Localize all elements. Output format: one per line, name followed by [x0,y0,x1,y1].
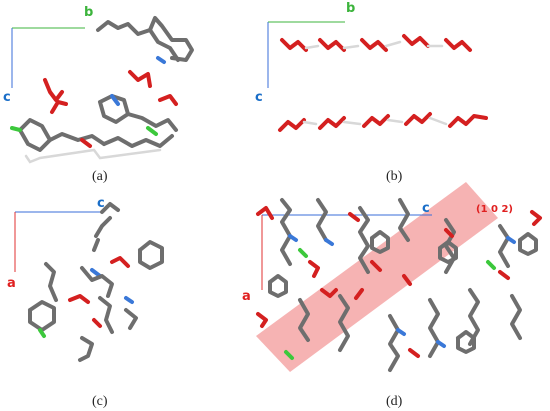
axis-label: c [97,196,105,211]
molecule [10,16,194,164]
crystal-packing [256,198,542,372]
molecule [28,202,164,362]
axis-label: b [84,5,93,20]
caption: (b) [386,169,403,184]
panel-c: c a (c) [7,196,164,409]
axis-label: a [7,276,16,291]
lattice-plane [256,182,498,372]
caption: (a) [92,169,108,184]
caption: (d) [386,394,403,409]
panel-d: c a (1 0 2) [242,182,542,409]
panel-a: b c (a) [3,5,194,184]
axis-label: a [242,289,251,304]
caption: (c) [92,394,108,409]
oxalate-chains [278,34,488,132]
plane-label: (1 0 2) [476,204,513,215]
axis-label: c [255,90,263,105]
axis-label: c [3,90,11,105]
panel-b: b c (b) [255,1,488,184]
axis-label: c [422,201,430,216]
axis-label: b [346,1,355,16]
